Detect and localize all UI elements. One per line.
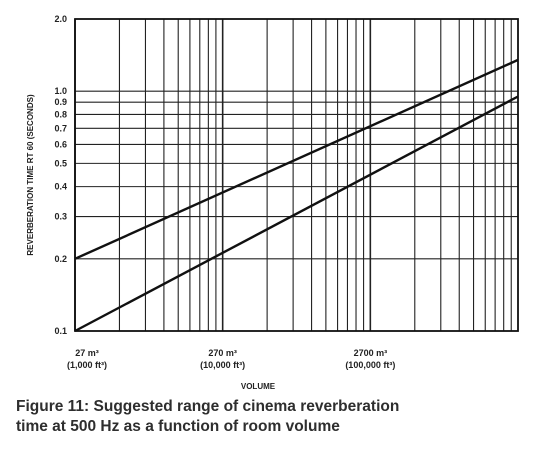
caption-line-1: Figure 11: Suggested range of cinema rev…: [16, 398, 400, 415]
x-tick-label-metric: 2700 m³: [354, 348, 388, 358]
y-tick-label: 0.4: [54, 182, 67, 192]
x-tick-label-metric: 270 m³: [208, 348, 237, 358]
y-tick-label: 0.7: [54, 123, 67, 133]
y-tick-label: 2.0: [54, 14, 67, 24]
chart-series: [74, 58, 519, 333]
y-tick-label: 0.3: [54, 212, 67, 222]
reverberation-chart: 2.0 1.00.9 0.8 0.7 0.6 0.5 0.4 0.3 0.2 0.1 27 m³ (…: [26, 14, 519, 391]
y-tick-labels: 2.0 1.00.9 0.8 0.7 0.6 0.5 0.4 0.3 0.2 0.1: [54, 14, 67, 336]
x-tick-labels: 27 m³ (1,000 ft³) 270 m³ (10,000 ft³) 2700 m…: [67, 348, 395, 370]
y-tick-label: 1.0: [54, 86, 67, 96]
series-line-1: [74, 58, 519, 260]
y-tick-label: 0.8: [54, 109, 67, 119]
y-tick-label: 0.1: [54, 326, 67, 336]
series-line-2: [74, 95, 519, 333]
y-tick-label: 0.5: [54, 158, 67, 168]
y-tick-label: 0.9: [54, 97, 67, 107]
y-axis-label: REVERBERATION TIME RT 60 (SECONDS): [26, 94, 35, 256]
x-tick-label-imperial: (10,000 ft³): [200, 360, 245, 370]
x-tick-label-imperial: (100,000 ft³): [345, 360, 395, 370]
x-tick-label-imperial: (1,000 ft³): [67, 360, 107, 370]
x-axis-label: VOLUME: [241, 382, 276, 391]
y-tick-label: 0.6: [54, 139, 67, 149]
figure-caption: Figure 11: Suggested range of cinema rev…: [16, 397, 536, 437]
plot-frame: [74, 18, 519, 332]
caption-line-2: time at 500 Hz as a function of room vol…: [16, 418, 340, 435]
chart-grid: [74, 18, 518, 332]
y-tick-label: 0.2: [54, 254, 67, 264]
x-tick-label-metric: 27 m³: [75, 348, 99, 358]
